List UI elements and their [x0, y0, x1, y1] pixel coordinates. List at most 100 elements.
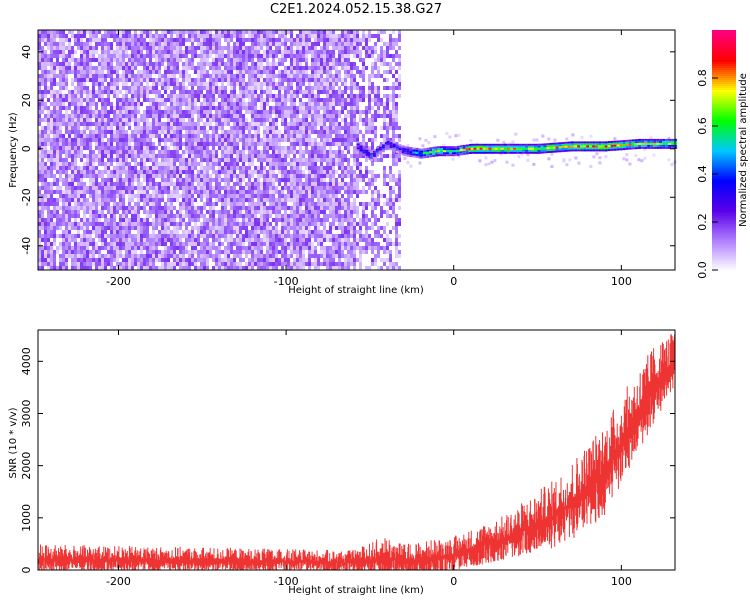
spectrogram-cell [134, 42, 137, 46]
spectrogram-cell [212, 106, 215, 110]
spectrogram-cell [179, 58, 182, 62]
spectrogram-cell [62, 54, 65, 58]
spectrogram-cell [170, 90, 173, 94]
spectrogram-cell [110, 74, 113, 78]
spectrogram-cell [128, 34, 131, 38]
spectrogram-cell [140, 250, 143, 254]
spectrogram-cell [140, 242, 143, 246]
spectrogram-cell [242, 226, 245, 230]
spectrogram-cell [263, 154, 266, 158]
spectrogram-cell [44, 106, 47, 110]
spectrogram-cell [176, 34, 179, 38]
spectrogram-cell [89, 94, 92, 98]
spectrogram-cell [227, 250, 230, 254]
spectrogram-cell [233, 142, 236, 146]
spectrogram-cell [266, 86, 269, 90]
spectrogram-cell [173, 86, 176, 90]
spectrogram-cell [269, 130, 272, 134]
spectrogram-cell [86, 86, 89, 90]
spectrogram-cell [155, 70, 158, 74]
spectrogram-cell [188, 146, 191, 150]
spectrogram-cell [275, 218, 278, 222]
spectrogram-cell [119, 194, 122, 198]
spectrogram-cell [296, 134, 299, 138]
spectrogram-cell [302, 182, 305, 186]
spectrogram-cell [41, 218, 44, 222]
spectrogram-cell [86, 106, 89, 110]
spectrogram-cell [269, 90, 272, 94]
spectrogram-cell [248, 66, 251, 70]
spectrogram-cell [65, 166, 68, 170]
spectrogram-cell [86, 166, 89, 170]
spectrogram-cell [215, 178, 218, 182]
spectrogram-cell [119, 106, 122, 110]
spectrogram-cell [149, 194, 152, 198]
spectrogram-cell [164, 238, 167, 242]
spectrogram-cell [140, 70, 143, 74]
spectrogram-cell [212, 86, 215, 90]
spectrogram-cell [239, 214, 242, 218]
spectrogram-cell [158, 266, 161, 270]
spectrogram-cell [194, 122, 197, 126]
spectrogram-cell [287, 138, 290, 142]
spectrogram-cell [164, 38, 167, 42]
spectrogram-cell [203, 122, 206, 126]
spectrogram-cell [65, 66, 68, 70]
spectrogram-cell [77, 82, 80, 86]
spectrogram-cell [197, 174, 200, 178]
spectrogram-cell [242, 62, 245, 66]
spectrogram-cell [128, 210, 131, 214]
spectrogram-cell [257, 78, 260, 82]
spectrogram-cell [275, 106, 278, 110]
spectrogram-cell [173, 266, 176, 270]
spectrogram-cell [317, 38, 320, 42]
spectrogram-cell [80, 114, 83, 118]
spectrogram-cell [68, 30, 71, 34]
spectrogram-cell [245, 94, 248, 98]
spectrogram-cell [152, 194, 155, 198]
spectrogram-cell [194, 54, 197, 58]
spectrogram-cell [89, 154, 92, 158]
spectrogram-cell [194, 38, 197, 42]
spectrogram-cell [101, 238, 104, 242]
spectrogram-cell [215, 86, 218, 90]
spectrogram-cell [272, 118, 275, 122]
spectrogram-cell [314, 118, 317, 122]
spectrogram-cell [92, 242, 95, 246]
spectrogram-cell [233, 46, 236, 50]
spectrogram-cell [284, 210, 287, 214]
spectrogram-cell [224, 134, 227, 138]
spectrogram-cell [167, 238, 170, 242]
spectrogram-cell [161, 86, 164, 90]
spectrogram-cell [272, 74, 275, 78]
spectrogram-cell [158, 58, 161, 62]
spectrogram-cell [266, 146, 269, 150]
spectrogram-cell [269, 66, 272, 70]
spectrogram-cell [125, 38, 128, 42]
spectrogram-cell [119, 226, 122, 230]
spectrogram-cell [239, 30, 242, 34]
spectrogram-cell [314, 46, 317, 50]
spectrogram-cell [290, 62, 293, 66]
spectrogram-cell [272, 258, 275, 262]
spectrogram-cell [50, 162, 53, 166]
spectrogram-cell [209, 34, 212, 38]
spectrogram-cell [179, 182, 182, 186]
spectrogram-cell [74, 146, 77, 150]
spectrogram-cell [65, 206, 68, 210]
spectrogram-cell [194, 94, 197, 98]
spectrogram-cell [302, 82, 305, 86]
spectrogram-cell [155, 66, 158, 70]
spectrogram-cell [302, 170, 305, 174]
spectrogram-cell [284, 66, 287, 70]
spectrogram-cell [131, 242, 134, 246]
spectrogram-cell [104, 106, 107, 110]
spectrogram-cell [230, 166, 233, 170]
spectrogram-cell [212, 130, 215, 134]
spectrogram-cell [245, 190, 248, 194]
spectrogram-cell [260, 214, 263, 218]
spectrogram-cell [113, 170, 116, 174]
spectrogram-cell [125, 154, 128, 158]
spectrogram-cell [311, 222, 314, 226]
spectrogram-cell [149, 182, 152, 186]
